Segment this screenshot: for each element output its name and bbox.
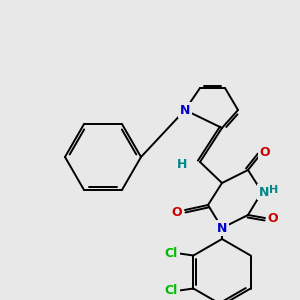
Text: H: H [177, 158, 187, 172]
Text: N: N [217, 221, 227, 235]
Text: H: H [269, 185, 279, 195]
Text: O: O [172, 206, 182, 218]
Text: O: O [268, 212, 278, 224]
Text: N: N [259, 185, 269, 199]
Text: N: N [180, 103, 190, 116]
Text: Cl: Cl [165, 247, 178, 260]
Text: Cl: Cl [165, 284, 178, 297]
Text: O: O [260, 146, 270, 158]
